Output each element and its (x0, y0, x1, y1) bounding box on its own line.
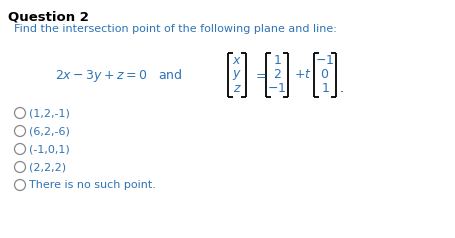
Text: (6,2,-6): (6,2,-6) (30, 126, 70, 136)
Text: $z$: $z$ (232, 83, 241, 95)
Text: Find the intersection point of the following plane and line:: Find the intersection point of the follo… (14, 24, 336, 34)
Text: (1,2,-1): (1,2,-1) (30, 108, 70, 118)
Text: Question 2: Question 2 (8, 10, 89, 23)
Text: $=$: $=$ (253, 69, 266, 81)
Text: $+t$: $+t$ (293, 69, 311, 81)
Text: $2$: $2$ (272, 69, 281, 81)
Text: (-1,0,1): (-1,0,1) (30, 144, 70, 154)
Text: $-1$: $-1$ (315, 55, 334, 68)
Text: $2x-3y+z=0$   and: $2x-3y+z=0$ and (55, 66, 182, 84)
Text: $-1$: $-1$ (267, 83, 286, 95)
Text: (2,2,2): (2,2,2) (30, 162, 66, 172)
Text: There is no such point.: There is no such point. (30, 180, 156, 190)
Text: $1$: $1$ (320, 83, 329, 95)
Text: $x$: $x$ (232, 55, 242, 68)
Text: $y$: $y$ (232, 68, 242, 82)
Text: .: . (339, 83, 343, 95)
Text: $0$: $0$ (320, 69, 329, 81)
Text: $1$: $1$ (272, 55, 281, 68)
